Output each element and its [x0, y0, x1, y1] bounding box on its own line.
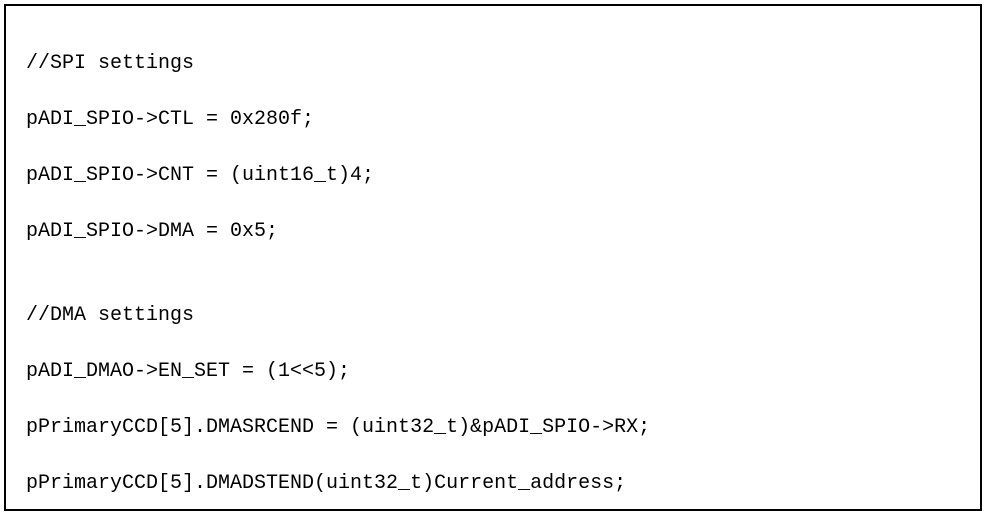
code-line: pADI_DMAO->EN_SET = (1<<5); [26, 358, 960, 386]
code-line: pPrimaryCCD[5].DMADSTEND(uint32_t)Curren… [26, 470, 960, 498]
code-line: pADI_SPIO->CTL = 0x280f; [26, 106, 960, 134]
code-line: //DMA settings [26, 302, 960, 330]
code-line: pADI_SPIO->DMA = 0x5; [26, 218, 960, 246]
code-block: //SPI settings pADI_SPIO->CTL = 0x280f; … [4, 4, 982, 511]
code-line: pPrimaryCCD[5].DMASRCEND = (uint32_t)&pA… [26, 414, 960, 442]
code-line: //SPI settings [26, 50, 960, 78]
code-line: pADI_SPIO->CNT = (uint16_t)4; [26, 162, 960, 190]
